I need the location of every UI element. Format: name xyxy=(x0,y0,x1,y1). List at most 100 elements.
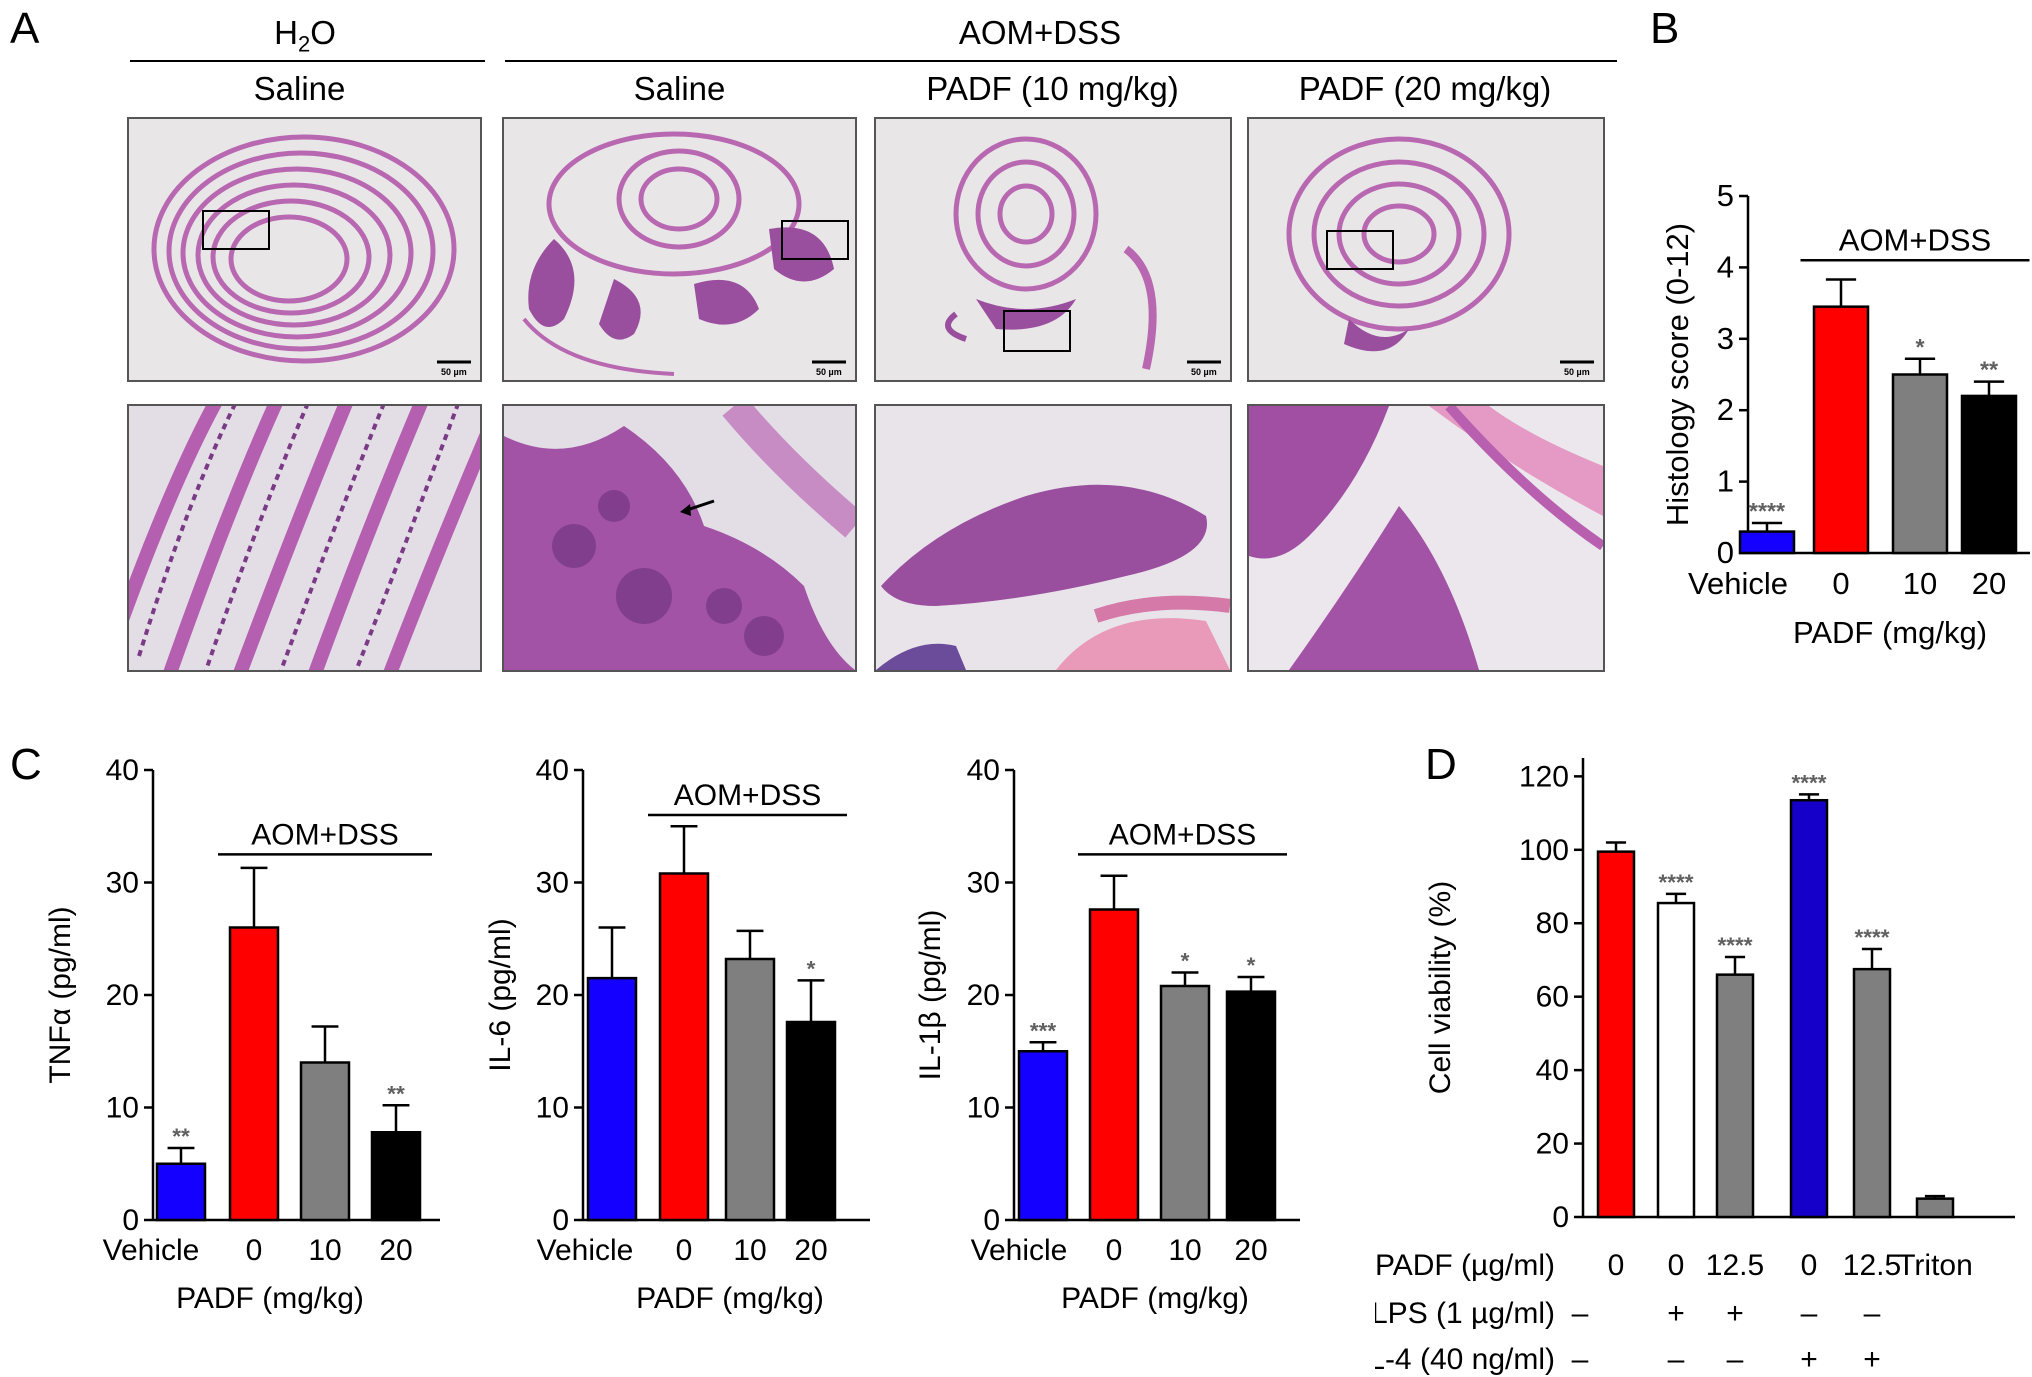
y-axis-label: TNFα (pg/ml) xyxy=(44,906,77,1083)
y-tick-label: 10 xyxy=(536,1092,569,1125)
bar xyxy=(1225,990,1277,1222)
micrograph-overview-1: 50 µm xyxy=(127,117,482,382)
significance-label: *** xyxy=(1030,1018,1057,1043)
y-tick-label: 2 xyxy=(1717,392,1734,427)
svg-text:50 µm: 50 µm xyxy=(816,367,842,377)
bar xyxy=(1960,394,2018,555)
x-axis-label: PADF (mg/kg) xyxy=(636,1282,824,1315)
panel-label-c: C xyxy=(10,740,42,789)
il4-sign: – xyxy=(1727,1343,1744,1375)
padf-dose-label: 12.5 xyxy=(1843,1249,1901,1282)
bar xyxy=(1088,908,1140,1222)
y-tick-label: 40 xyxy=(536,754,569,787)
panel-label-d: D xyxy=(1425,740,1457,789)
padf-dose-label: 0 xyxy=(1668,1249,1685,1282)
lps-sign: + xyxy=(1667,1297,1685,1330)
micrograph-overview-2: 50 µm xyxy=(502,117,857,382)
row-label: PADF (µg/ml) xyxy=(1375,1249,1555,1282)
y-tick-label: 0 xyxy=(552,1204,569,1237)
y-tick-label: 0 xyxy=(1552,1201,1569,1234)
y-tick-label: 3 xyxy=(1717,321,1734,356)
x-tick-label: 0 xyxy=(1832,566,1849,601)
bar xyxy=(1812,305,1870,555)
y-tick-label: 30 xyxy=(967,867,1000,900)
y-tick-label: 20 xyxy=(967,979,1000,1012)
padf-dose-label: 0 xyxy=(1608,1249,1625,1282)
x-tick-label: 10 xyxy=(1168,1234,1201,1267)
micrograph-zoom-4 xyxy=(1247,404,1605,672)
bar xyxy=(1891,373,1949,555)
bracket-label: AOM+DSS xyxy=(1109,818,1257,851)
group-label-h2o: H2O xyxy=(274,14,336,57)
row-label: LPS (1 µg/ml) xyxy=(1375,1297,1555,1330)
y-tick-label: 40 xyxy=(106,754,139,787)
x-tick-label: 0 xyxy=(246,1234,263,1267)
y-tick-label: 120 xyxy=(1519,760,1569,793)
bar xyxy=(299,1061,351,1222)
bracket-label: AOM+DSS xyxy=(251,818,399,851)
y-axis-label: Cell viability (%) xyxy=(1424,881,1457,1094)
y-tick-label: 0 xyxy=(983,1204,1000,1237)
x-tick-label: 10 xyxy=(733,1234,766,1267)
bar xyxy=(586,976,638,1222)
significance-label: **** xyxy=(1854,925,1889,950)
y-tick-label: 10 xyxy=(106,1092,139,1125)
micrograph-overview-4: 50 µm xyxy=(1247,117,1605,382)
y-tick-label: 80 xyxy=(1536,907,1569,940)
x-tick-label: 10 xyxy=(1903,566,1937,601)
bar xyxy=(785,1020,837,1222)
x-tick-label: 0 xyxy=(1106,1234,1123,1267)
x-tick-label: Vehicle xyxy=(103,1234,200,1267)
padf-dose-label: 0 xyxy=(1801,1249,1818,1282)
y-tick-label: 30 xyxy=(536,867,569,900)
group-line-aomdss xyxy=(505,60,1617,62)
bar xyxy=(1596,850,1636,1219)
x-axis-label: PADF (mg/kg) xyxy=(1061,1282,1249,1315)
bar xyxy=(228,926,280,1222)
y-tick-label: 100 xyxy=(1519,834,1569,867)
bar xyxy=(370,1131,422,1222)
bar xyxy=(1738,530,1796,555)
lps-sign: – xyxy=(1801,1297,1818,1330)
svg-text:50 µm: 50 µm xyxy=(441,367,467,377)
x-axis-label: PADF (mg/kg) xyxy=(1793,615,1987,650)
bar xyxy=(1852,967,1892,1219)
y-tick-label: 0 xyxy=(1717,535,1734,570)
y-tick-label: 0 xyxy=(122,1204,139,1237)
y-tick-label: 20 xyxy=(106,979,139,1012)
lps-sign: – xyxy=(1864,1297,1881,1330)
svg-text:50 µm: 50 µm xyxy=(1564,367,1590,377)
bar xyxy=(1159,984,1211,1222)
il4-sign: – xyxy=(1668,1343,1685,1375)
bar xyxy=(658,872,710,1222)
x-tick-label: 20 xyxy=(379,1234,412,1267)
significance-label: * xyxy=(807,956,816,981)
panel-label-a: A xyxy=(10,4,40,53)
significance-label: ** xyxy=(1980,357,1999,383)
micrograph-zoom-3 xyxy=(874,404,1232,672)
y-tick-label: 40 xyxy=(1536,1054,1569,1087)
y-tick-label: 4 xyxy=(1717,249,1734,284)
micrograph-overview-3: 50 µm xyxy=(874,117,1232,382)
chart-d: 0 20 40 60 80 100 120 Cell viability (%) **** ***… xyxy=(1375,758,2015,1375)
bar xyxy=(1789,798,1829,1219)
lps-sign: – xyxy=(1572,1297,1589,1330)
il4-sign: + xyxy=(1863,1343,1881,1375)
y-tick-label: 40 xyxy=(967,754,1000,787)
column-label-2: Saline xyxy=(633,70,726,107)
x-tick-label: Vehicle xyxy=(971,1234,1068,1267)
column-label-1: Saline xyxy=(253,70,346,107)
bar xyxy=(1715,973,1755,1219)
padf-dose-label: Triton xyxy=(1897,1249,1973,1282)
svg-text:50 µm: 50 µm xyxy=(1191,367,1217,377)
il4-sign: – xyxy=(1572,1343,1589,1375)
y-tick-label: 30 xyxy=(106,867,139,900)
lps-sign: + xyxy=(1726,1297,1744,1330)
x-tick-label: 20 xyxy=(794,1234,827,1267)
y-axis-label: IL-6 (pg/ml) xyxy=(484,918,517,1071)
significance-label: **** xyxy=(1749,498,1786,524)
y-tick-label: 60 xyxy=(1536,981,1569,1014)
